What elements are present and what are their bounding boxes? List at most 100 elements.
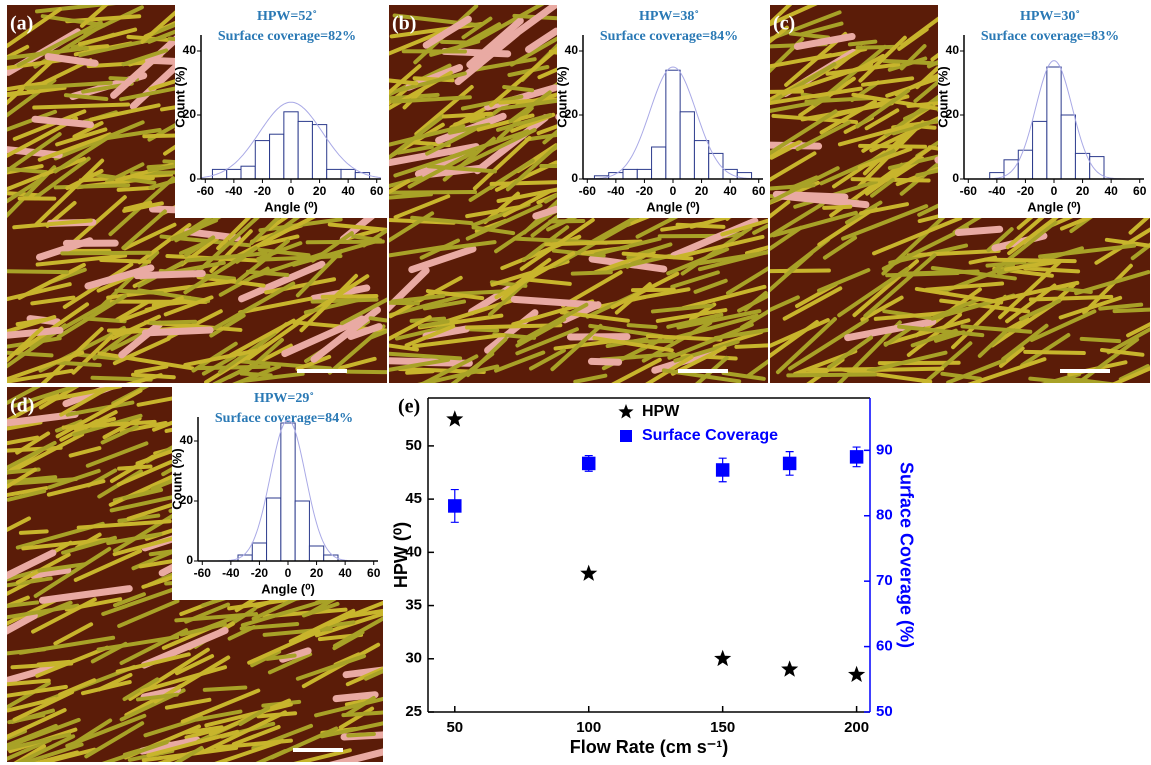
nanowire — [7, 737, 52, 762]
nanowire — [826, 335, 874, 370]
nanowire — [31, 597, 97, 634]
nanowire — [1112, 307, 1150, 314]
nanowire — [209, 313, 246, 338]
nanowire — [389, 179, 411, 195]
x-axis-label: Angle (⁰) — [261, 581, 315, 596]
nanowire — [7, 603, 80, 620]
nanowire — [7, 391, 59, 424]
nanowire — [36, 237, 94, 261]
nanowire — [883, 318, 971, 346]
inset-title: HPW=29˚ — [254, 391, 314, 406]
y-tick-label: 40 — [565, 43, 579, 57]
nanowire — [1130, 242, 1150, 261]
nanowire — [770, 166, 840, 205]
y-tick-label: 20 — [565, 107, 579, 121]
nanowire — [7, 576, 53, 588]
histogram-bar — [1017, 149, 1034, 180]
nanowire — [210, 281, 296, 332]
y-tick-label: 20 — [183, 107, 197, 121]
inset-background — [557, 5, 769, 218]
nanowire — [32, 156, 91, 201]
nanowire — [12, 109, 87, 141]
x-tick-label: 0 — [285, 566, 292, 580]
histogram-bar — [1003, 159, 1019, 180]
nanowire — [99, 258, 152, 264]
y-tick-label: 20 — [946, 107, 960, 121]
nanowire — [1079, 336, 1122, 344]
x-tick-label: 40 — [338, 566, 352, 580]
nanowire — [114, 300, 150, 322]
x-tick-label: -40 — [988, 184, 1006, 198]
nanowire — [7, 647, 47, 656]
nanowire — [7, 723, 58, 748]
x-tick-label: -60 — [194, 566, 212, 580]
nanowire — [332, 691, 379, 703]
nanowire — [906, 248, 1001, 258]
nanowire — [770, 140, 801, 158]
nanowire — [954, 225, 1004, 237]
x-tick-label: -60 — [960, 184, 978, 198]
inset-title: HPW=38˚ — [639, 9, 699, 24]
nanowire — [787, 317, 869, 371]
nanowire — [58, 678, 97, 697]
inset-subtitle: Surface coverage=84% — [600, 29, 738, 44]
nanowire — [7, 176, 45, 204]
nanowire — [515, 317, 567, 348]
nanowire — [15, 317, 49, 327]
nanowire — [914, 286, 1004, 305]
nanowire — [494, 251, 576, 300]
star-point — [848, 665, 866, 682]
nanowire — [237, 359, 332, 371]
nanowire — [53, 133, 114, 174]
nanowire — [137, 288, 211, 303]
nanowire — [228, 318, 296, 358]
nanowire — [65, 400, 135, 417]
histogram-bar — [679, 111, 695, 180]
nanowire — [1098, 302, 1144, 311]
nanowire — [141, 326, 214, 337]
nanowire — [924, 281, 1005, 292]
nanowire — [295, 654, 367, 681]
nanowire — [389, 300, 420, 306]
x-tick-label: 0 — [288, 184, 295, 198]
nanowire — [15, 431, 51, 455]
nanowire — [771, 210, 858, 238]
nanowire — [24, 80, 113, 91]
nanowire — [847, 39, 878, 47]
legend-label: Surface Coverage — [642, 427, 778, 444]
nanowire — [101, 740, 169, 762]
nanowire — [101, 585, 181, 616]
x-tick-label: 50 — [446, 719, 463, 736]
nanowire — [592, 336, 674, 353]
nanowire — [55, 127, 108, 147]
nanowire — [12, 690, 75, 722]
star-point — [714, 649, 732, 667]
nanowire — [35, 253, 128, 267]
nanowire — [180, 688, 261, 724]
histogram-bar — [269, 133, 285, 180]
panel-label: (a) — [10, 13, 33, 35]
nanowire — [770, 251, 814, 293]
nanowire — [30, 295, 76, 306]
nanowire — [770, 295, 800, 313]
inset-title: HPW=30˚ — [1020, 9, 1080, 24]
y-tick-label: 0 — [952, 171, 959, 185]
nanowire — [1126, 322, 1150, 338]
nanowire — [402, 86, 426, 110]
nanowire — [666, 312, 724, 329]
nanowire — [65, 713, 147, 748]
nanowire — [89, 103, 161, 122]
nanowire — [85, 441, 149, 468]
nanowire — [314, 696, 383, 718]
nanowire — [79, 5, 109, 28]
y-tick-label: 40 — [405, 543, 422, 560]
nanowire — [7, 678, 51, 687]
nanowire — [390, 293, 446, 304]
x-tick-label: -20 — [1017, 184, 1035, 198]
nanowire — [71, 334, 114, 375]
nanowire — [184, 251, 268, 263]
nanowire — [1004, 259, 1062, 272]
nanowire — [528, 348, 566, 371]
nanowire — [255, 749, 288, 762]
